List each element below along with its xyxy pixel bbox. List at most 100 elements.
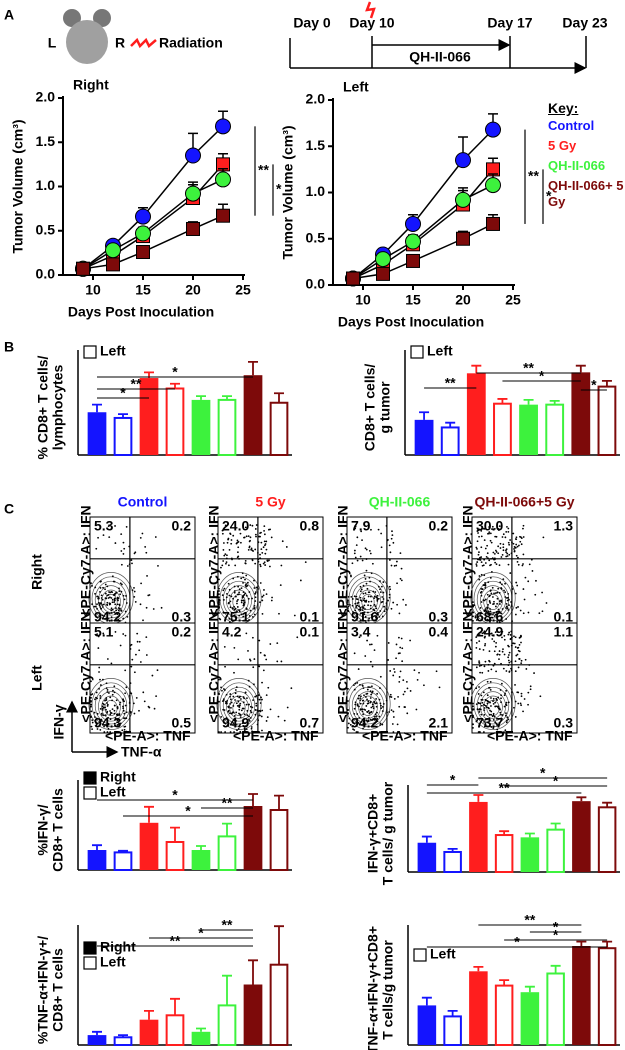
bar <box>139 822 159 870</box>
event-dot <box>478 535 480 538</box>
significance-label: ** <box>499 780 510 796</box>
event-dot <box>492 697 495 700</box>
event-dot <box>100 607 103 610</box>
event-dot <box>90 582 92 585</box>
event-dot <box>116 613 119 616</box>
event-dot <box>472 716 474 719</box>
event-dot <box>121 729 124 732</box>
event-dot <box>389 588 392 591</box>
event-dot <box>489 608 491 610</box>
bar <box>546 972 565 1046</box>
event-dot <box>259 582 262 584</box>
event-dot <box>355 607 357 609</box>
event-dot <box>218 600 220 602</box>
event-dot <box>111 708 114 711</box>
event-dot <box>123 598 126 601</box>
event-dot <box>223 709 226 711</box>
event-dot <box>362 584 365 587</box>
event-dot <box>501 636 503 639</box>
event-dot <box>402 679 405 682</box>
event-dot <box>231 620 234 623</box>
event-dot <box>113 712 116 715</box>
event-dot <box>375 715 378 718</box>
marker <box>185 147 201 164</box>
event-dot <box>361 614 364 616</box>
event-dot <box>509 572 512 574</box>
event-dot <box>416 678 419 681</box>
event-dot <box>96 595 99 598</box>
event-dot <box>492 700 494 703</box>
event-dot <box>221 564 224 567</box>
event-dot <box>95 722 98 725</box>
x-tick-label: 15 <box>135 282 151 298</box>
event-dot <box>229 532 232 535</box>
event-dot <box>500 599 503 602</box>
event-dot <box>106 731 109 733</box>
event-dot <box>505 689 508 692</box>
event-dot <box>358 605 360 608</box>
error-bar <box>222 822 232 837</box>
event-dot <box>99 591 101 593</box>
event-dot <box>367 710 370 712</box>
event-dot <box>131 658 134 661</box>
event-dot <box>221 689 223 692</box>
event-dot <box>381 723 384 726</box>
quadrant-value: 0.3 <box>554 715 574 731</box>
event-dot <box>265 720 268 722</box>
event-dot <box>505 548 508 551</box>
radiation-icon <box>130 37 157 49</box>
error-bar <box>92 1030 102 1036</box>
event-dot <box>373 595 376 598</box>
event-dot <box>398 636 400 639</box>
y-axis-title: Tumor Volume (cm³) <box>280 125 296 259</box>
event-dot <box>362 599 365 602</box>
error-bar <box>274 794 284 810</box>
event-dot <box>507 633 510 636</box>
event-dot <box>399 552 402 555</box>
event-dot <box>484 698 487 701</box>
event-dot <box>131 562 133 565</box>
event-dot <box>490 570 493 573</box>
event-dot <box>506 552 509 555</box>
event-dot <box>244 562 247 565</box>
event-dot <box>264 544 266 547</box>
event-dot <box>477 731 480 733</box>
event-dot <box>493 600 495 603</box>
y-axis-title: g tumor <box>377 381 393 434</box>
event-dot <box>512 542 515 545</box>
event-dot <box>514 670 517 673</box>
event-dot <box>106 604 109 606</box>
event-dot <box>230 595 233 598</box>
event-dot <box>391 530 393 533</box>
legend-swatch <box>83 956 97 970</box>
event-dot <box>230 706 232 709</box>
event-dot <box>239 702 242 705</box>
event-dot <box>220 715 223 718</box>
event-dot <box>118 714 120 717</box>
event-dot <box>494 721 497 724</box>
bar <box>87 1035 107 1045</box>
event-dot <box>281 540 284 543</box>
event-dot <box>505 607 507 609</box>
event-dot <box>503 638 506 641</box>
group-title: QH-II-066 <box>369 494 431 510</box>
event-dot <box>368 549 371 552</box>
event-dot <box>123 728 126 731</box>
event-dot <box>487 610 490 613</box>
event-dot <box>222 611 225 614</box>
event-dot <box>347 605 350 608</box>
event-dot <box>236 600 238 603</box>
event-dot <box>133 587 135 589</box>
event-dot <box>106 705 109 707</box>
event-dot <box>276 642 279 645</box>
event-dot <box>507 659 510 662</box>
event-dot <box>120 583 123 586</box>
contour <box>345 678 391 730</box>
event-dot <box>527 611 530 614</box>
event-dot <box>240 587 243 590</box>
event-dot <box>490 668 493 671</box>
event-dot <box>238 696 241 699</box>
event-dot <box>143 700 146 703</box>
event-dot <box>494 605 497 608</box>
legend-label: Left <box>100 954 126 970</box>
